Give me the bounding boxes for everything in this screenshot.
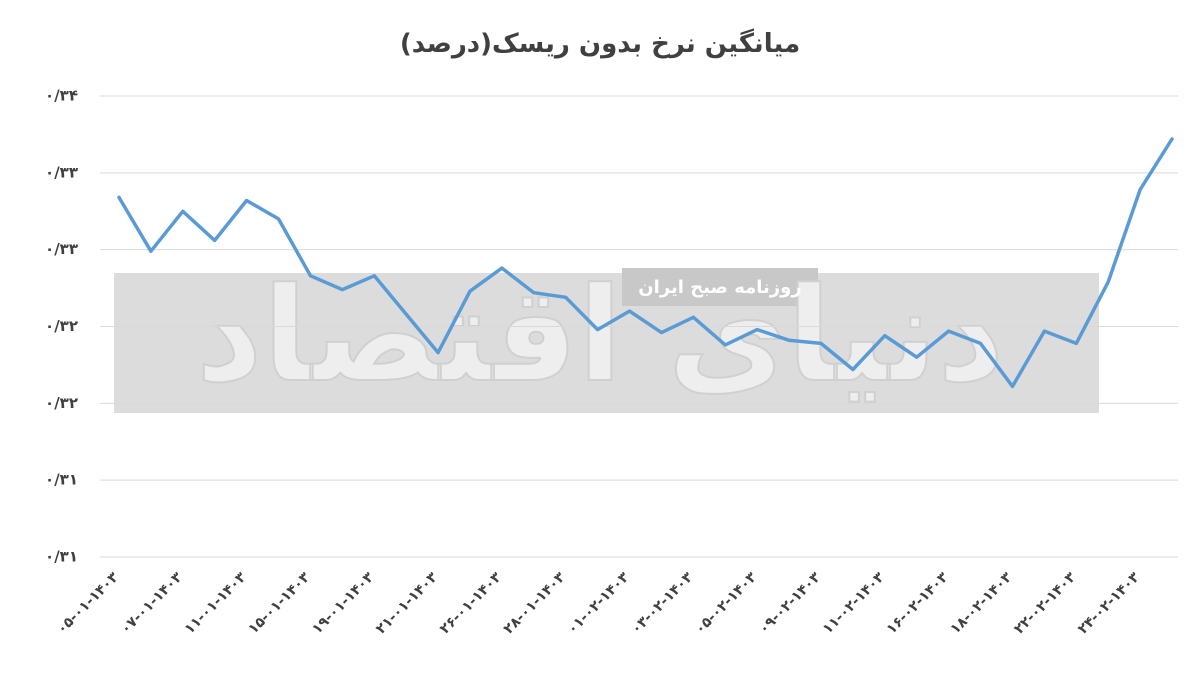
y-tick-label: ۰/۳۱ (45, 548, 78, 566)
watermark: دنیای اقتصاد (196, 259, 1004, 411)
y-tick-label: ۰/۳۲ (45, 317, 78, 335)
watermark-box (622, 268, 818, 306)
x-tick-label: ۲۸-۰۱-۱۴۰۳ (501, 569, 569, 637)
x-tick-label: ۱۹-۰۱-۱۴۰۳ (309, 569, 377, 637)
x-tick-label: ۲۴-۰۲-۱۴۰۳ (1075, 569, 1143, 637)
y-tick-label: ۰/۳۲ (45, 394, 78, 412)
x-tick-label: ۱۱-۰۲-۱۴۰۳ (820, 569, 888, 637)
x-tick-label: ۲۲-۰۲-۱۴۰۳ (1011, 569, 1079, 637)
x-tick-label: ۰۹-۰۲-۱۴۰۳ (756, 569, 824, 637)
x-tick-label: ۰۱-۰۲-۱۴۰۳ (565, 569, 633, 637)
x-tick-label: ۱۶-۰۲-۱۴۰۳ (884, 569, 952, 637)
watermark-sub: روزنامه صبح ایران (638, 277, 801, 298)
x-tick-label: ۰۵-۰۱-۱۴۰۳ (54, 569, 122, 637)
y-tick-label: ۰/۳۳ (45, 163, 78, 181)
x-tick-label: ۰۵-۰۲-۱۴۰۳ (692, 569, 760, 637)
y-tick-label: ۰/۳۳ (45, 240, 78, 258)
y-tick-label: ۰/۳۱ (45, 471, 78, 489)
x-tick-label: ۱۸-۰۲-۱۴۰۳ (947, 569, 1015, 637)
x-tick-label: ۱۵-۰۱-۱۴۰۳ (245, 569, 313, 637)
chart-title: میانگین نرخ بدون ریسک(درصد) (400, 28, 800, 59)
line (117, 137, 1174, 389)
x-tick-label: ۲۱-۰۱-۱۴۰۳ (373, 569, 441, 637)
x-tick-label: ۱۱-۰۱-۱۴۰۳ (182, 569, 250, 637)
x-tick-label: ۲۶-۰۱-۱۴۰۳ (437, 569, 505, 637)
y-tick-label: ۰/۳۴ (45, 87, 78, 105)
x-tick-label: ۰۷-۰۱-۱۴۰۳ (118, 569, 186, 637)
x-tick-label: ۰۳-۰۲-۱۴۰۳ (628, 569, 696, 637)
